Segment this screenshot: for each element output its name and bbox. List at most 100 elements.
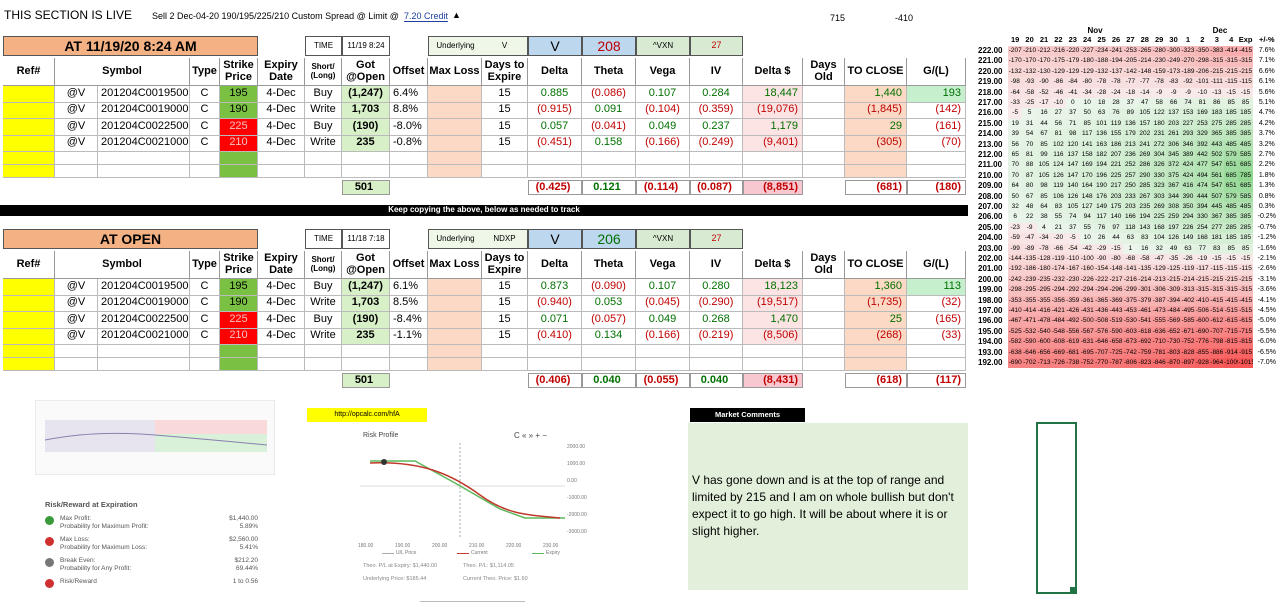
heatmap-cell: -129 (1051, 66, 1066, 78)
heatmap-cell: 50 (1080, 108, 1095, 119)
heatmap-cell: 168 (1195, 233, 1210, 244)
day-header: 19 (1011, 35, 1020, 44)
heatmap-cell: 116 (1051, 150, 1066, 161)
heatmap-cell: 80 (1022, 181, 1037, 192)
heatmap-cell: -80 (1108, 254, 1124, 265)
heatmap-cell: -33 (1008, 98, 1023, 109)
heatmap-cell: 207 (1108, 150, 1124, 161)
table-cell: 4-Dec (258, 295, 305, 312)
column-header: IV (690, 58, 743, 86)
heatmap-cell: 225 (1108, 170, 1124, 182)
column-header: TO CLOSE (845, 58, 907, 86)
month-label: Nov (1087, 26, 1103, 35)
heatmap-cell: 375 (1166, 170, 1181, 182)
heatmap-cell: 0 (1065, 98, 1080, 109)
heatmap-cell: 74 (1180, 98, 1196, 109)
heatmap-cell: -315 (1209, 285, 1224, 296)
heatmap-cell: -10 (1051, 98, 1066, 109)
heatmap-cell: 10 (1080, 233, 1095, 244)
heatmap-cell: 170 (1080, 170, 1095, 182)
heatmap-cell: -17 (1036, 98, 1052, 109)
heatmap-cell: 39 (1008, 129, 1023, 140)
rp-xtick: 210.00 (469, 543, 485, 549)
heatmap-cell: 1 (1123, 243, 1138, 254)
heatmap-cell: 385 (1224, 129, 1239, 140)
heatmap-cell: 203 (1123, 202, 1138, 213)
heatmap-cell: -80 (1080, 77, 1095, 88)
heatmap-cell: 27 (1051, 108, 1066, 119)
heatmap-cell: 99 (1036, 150, 1052, 161)
table-cell: Write (305, 328, 342, 345)
heatmap-cell: -175 (1051, 56, 1066, 67)
heatmap-cell: -5 (1065, 233, 1080, 244)
empty-cell (482, 358, 528, 371)
heatmap-cell: -18 (1123, 87, 1138, 98)
empty-cell (428, 358, 482, 371)
heatmap-cell: -567 (1080, 326, 1095, 338)
heatmap-cell: 202 (1137, 129, 1152, 140)
heatmap-cell: 163 (1094, 139, 1109, 150)
heatmap-cell: 474 (1195, 181, 1210, 192)
table-cell: Write (305, 295, 342, 312)
heatmap-cell: -294 (1051, 285, 1066, 296)
heatmap-cell: -15 (1238, 254, 1253, 265)
mini-line (44, 432, 268, 446)
heatmap-cell: -569 (1166, 316, 1181, 327)
heatmap-cell: 105 (1137, 108, 1152, 119)
heatmap-cell: 385 (1238, 129, 1253, 140)
mini-area (155, 434, 267, 452)
heatmap-cell: -478 (1036, 316, 1052, 327)
heatmap-cell: 185 (1224, 108, 1239, 119)
table-cell: 201204C00190000 (98, 102, 190, 119)
table-cell: 6.1% (390, 279, 428, 296)
heatmap-cell: 104 (1152, 233, 1167, 244)
heatmap-cell: 477 (1195, 160, 1210, 171)
heatmap-cell: -78 (1152, 77, 1167, 88)
time-label: TIME (305, 229, 342, 249)
heatmap-cell: 424 (1180, 170, 1196, 182)
price-label: 194.00 (978, 337, 1003, 347)
table-cell: (268) (845, 328, 907, 345)
heatmap-cell: 494 (1195, 170, 1210, 182)
empty-cell (636, 345, 690, 358)
table-cell (428, 119, 482, 136)
heatmap-cell: -214 (1137, 274, 1152, 286)
heatmap-cell: -186 (1022, 264, 1037, 275)
table-cell: Write (305, 135, 342, 152)
heatmap-cell: -212 (1036, 46, 1052, 57)
heatmap-cell: -235 (1036, 274, 1052, 286)
heatmap-cell: 147 (1065, 160, 1080, 171)
heatmap-cell: -129 (1065, 66, 1080, 78)
heatmap-cell: 285 (1238, 222, 1253, 234)
table-cell: -8.4% (390, 312, 428, 329)
heatmap-cell: -77 (1137, 77, 1152, 88)
table-cell: 15 (482, 295, 528, 312)
empty-cell (342, 345, 390, 358)
empty-cell (528, 152, 582, 165)
heatmap-cell: 235 (1137, 202, 1152, 213)
empty-cell (342, 358, 390, 371)
heatmap-cell: -681 (1065, 347, 1080, 358)
rr-label: Risk/Reward (60, 578, 97, 585)
heatmap-cell: -555 (1152, 316, 1167, 327)
order-text: Sell 2 Dec-04-20 190/195/225/210 Custom … (152, 11, 399, 21)
heatmap-cell: 443 (1209, 139, 1224, 150)
heatmap-cell: 385 (1224, 212, 1239, 223)
heatmap-cell: -9 (1166, 87, 1181, 98)
table-cell: (142) (907, 102, 966, 119)
heatmap-cell: -25 (1022, 98, 1037, 109)
heatmap-cell: 56 (1051, 118, 1066, 130)
heatmap-cell: 64 (1008, 181, 1023, 192)
heatmap-cell: -713 (1036, 358, 1052, 369)
heatmap-cell: -115 (1209, 264, 1224, 275)
heatmap-cell: -315 (1195, 285, 1210, 296)
heatmap-cell: 227 (1180, 118, 1196, 130)
heatmap-cell: -189 (1180, 66, 1196, 78)
heatmap-cell: -110 (1065, 254, 1080, 265)
heatmap-cell: -20 (1051, 233, 1066, 244)
heatmap-cell: -132 (1008, 66, 1023, 78)
table-cell (428, 295, 482, 312)
table-cell: 190 (220, 102, 258, 119)
price-label: 193.00 (978, 347, 1003, 357)
table-cell: 235 (342, 135, 390, 152)
